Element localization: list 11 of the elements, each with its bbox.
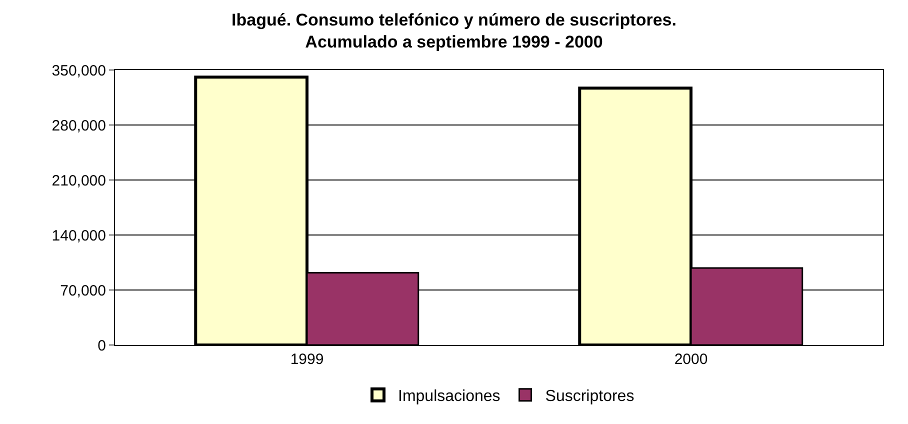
x-tick-label: 1999: [290, 351, 324, 368]
y-tick-label: 70,000: [60, 282, 106, 300]
chart-title: Ibagué. Consumo telefónico y número de suscriptores. Acumulado a septiembre 1999 - 2000: [232, 10, 676, 52]
y-tick-label: 350,000: [52, 62, 106, 80]
x-tick-label: 2000: [674, 351, 708, 368]
y-tick-label: 280,000: [52, 117, 106, 134]
y-tick-label: 140,000: [52, 227, 106, 244]
legend-label: Suscriptores: [545, 388, 634, 406]
legend-label: Impulsaciones: [398, 388, 500, 406]
y-tick-label: 210,000: [52, 172, 106, 190]
y-tick-label: 0: [98, 337, 106, 354]
